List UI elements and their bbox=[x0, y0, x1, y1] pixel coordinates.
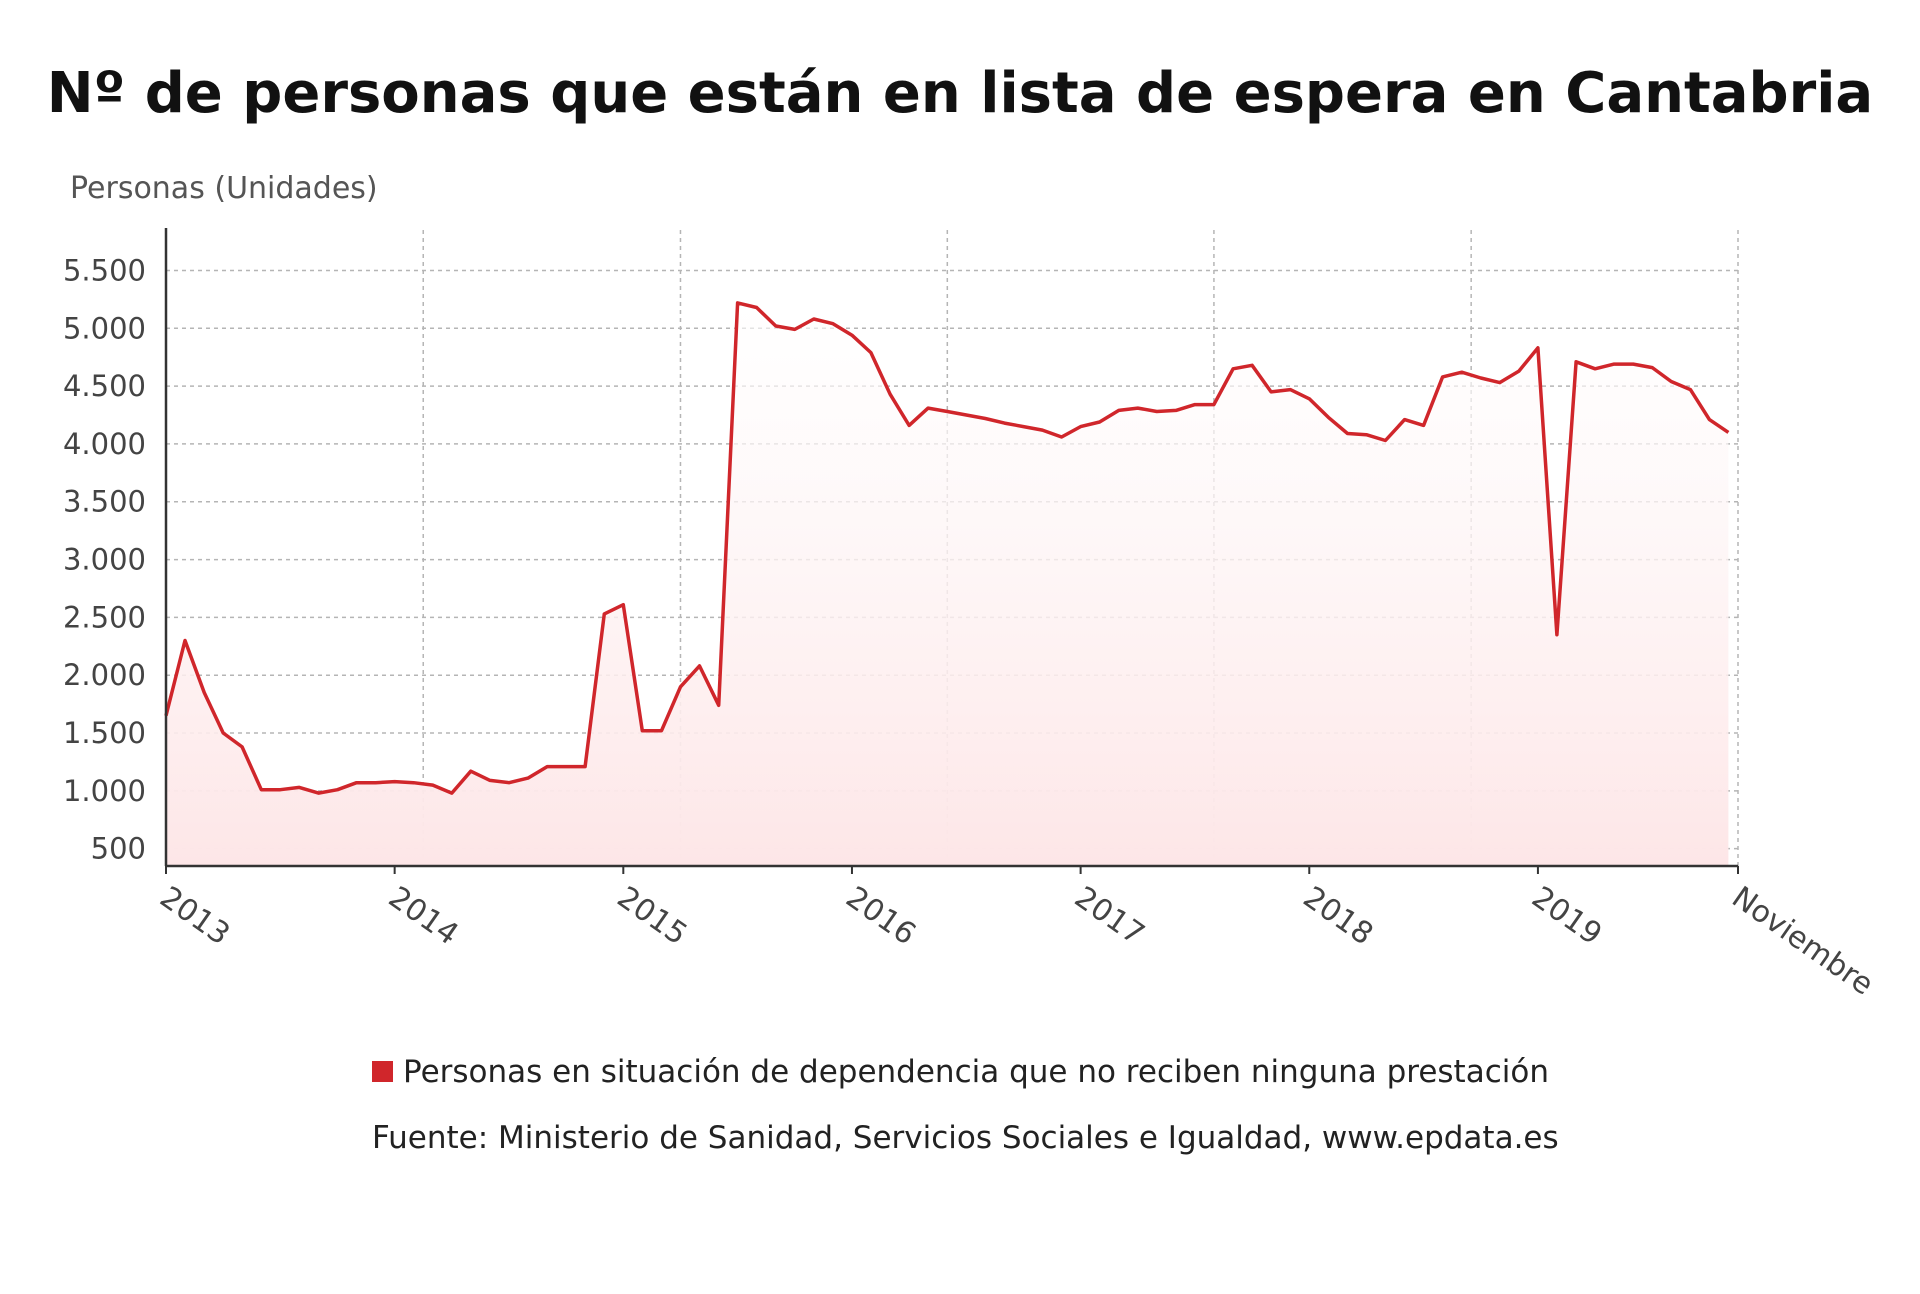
y-axis-label: Personas (Unidades) bbox=[70, 171, 378, 206]
x-tick-label: 2017 bbox=[1068, 880, 1151, 952]
source-note: Fuente: Ministerio de Sanidad, Servicios… bbox=[372, 1120, 1559, 1156]
x-tick-label: 2013 bbox=[153, 880, 236, 952]
chart-title: Nº de personas que están en lista de esp… bbox=[47, 61, 1873, 126]
legend-label: Personas en situación de dependencia que… bbox=[403, 1054, 1549, 1090]
x-tick-label: 2015 bbox=[611, 880, 694, 952]
y-tick-label: 1.000 bbox=[63, 774, 146, 808]
y-tick-label: 2.500 bbox=[63, 600, 146, 634]
y-tick-label: 5.500 bbox=[63, 253, 146, 287]
x-tick-label: 2014 bbox=[382, 880, 465, 952]
series-area-fill bbox=[166, 302, 1729, 866]
y-tick-label: 5.000 bbox=[63, 311, 146, 345]
x-tick-labels: 2013 2014 2015 2016 2017 2018 2019 Noviembre bbox=[153, 880, 1879, 1003]
x-tick-label: 2019 bbox=[1525, 880, 1608, 952]
y-tick-label: 500 bbox=[91, 832, 146, 866]
x-tick-label: 2018 bbox=[1297, 880, 1380, 952]
x-tick-label: Noviembre bbox=[1725, 880, 1879, 1003]
y-tick-labels: 500 1.000 1.500 2.000 2.500 3.000 3.500 4.000 4.… bbox=[63, 253, 146, 865]
y-tick-label: 3.500 bbox=[63, 485, 146, 519]
x-tick-label: 2016 bbox=[839, 880, 922, 952]
y-tick-label: 4.000 bbox=[63, 427, 146, 461]
y-tick-label: 3.000 bbox=[63, 543, 146, 577]
y-tick-label: 1.500 bbox=[63, 716, 146, 750]
y-tick-label: 4.500 bbox=[63, 369, 146, 403]
series-line bbox=[164, 301, 1730, 795]
axes bbox=[164, 228, 1739, 874]
legend: Personas en situación de dependencia que… bbox=[372, 1054, 1549, 1090]
legend-swatch bbox=[372, 1061, 393, 1082]
y-tick-label: 2.000 bbox=[63, 658, 146, 692]
